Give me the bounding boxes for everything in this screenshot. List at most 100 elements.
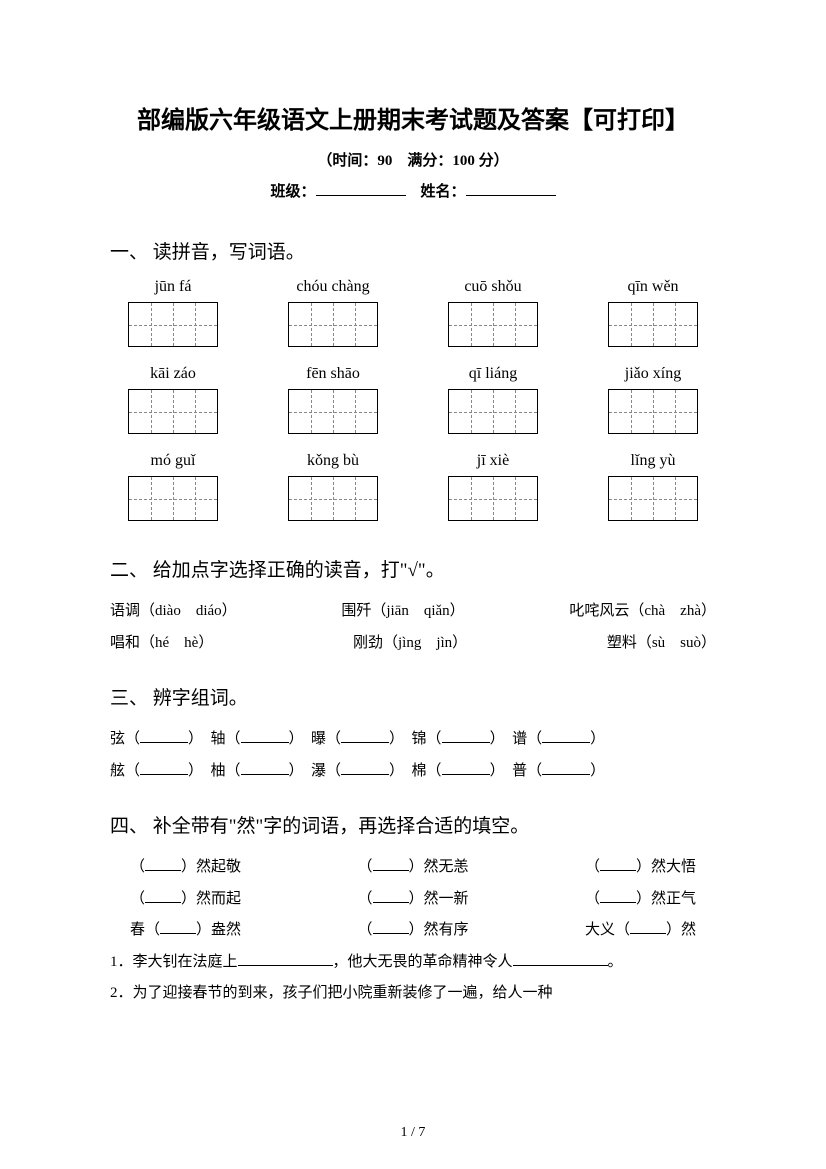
blank[interactable] <box>630 919 666 934</box>
section-3-head: 三、 辨字组词。 <box>110 683 716 710</box>
pinyin-label: kǒng bù <box>270 452 396 470</box>
page-title: 部编版六年级语文上册期末考试题及答案【可打印】 <box>110 100 716 135</box>
pinyin-cell: cuō shǒu <box>430 278 556 357</box>
blank[interactable] <box>145 888 181 903</box>
char: ） 轴（ <box>188 731 241 747</box>
tianzi-box[interactable] <box>448 389 538 434</box>
tianzi-box[interactable] <box>288 476 378 521</box>
tianzi-box[interactable] <box>608 389 698 434</box>
char: 弦（ <box>110 731 140 747</box>
pinyin-cell: kǒng bù <box>270 452 396 531</box>
tianzi-box[interactable] <box>448 476 538 521</box>
blank[interactable] <box>542 728 590 743</box>
blank[interactable] <box>600 888 636 903</box>
t: ）然有序 <box>409 922 469 938</box>
t: （ <box>357 859 372 875</box>
blank[interactable] <box>145 856 181 871</box>
blank[interactable] <box>373 888 409 903</box>
blank[interactable] <box>373 919 409 934</box>
tianzi-box[interactable] <box>448 302 538 347</box>
char: ） 曝（ <box>289 731 342 747</box>
blank[interactable] <box>241 760 289 775</box>
t: （ <box>357 922 372 938</box>
blank[interactable] <box>140 760 188 775</box>
blank[interactable] <box>373 856 409 871</box>
blank[interactable] <box>442 760 490 775</box>
blank[interactable] <box>341 760 389 775</box>
section-4-head: 四、 补全带有"然"字的词语，再选择合适的填空。 <box>110 811 716 838</box>
section-1-head: 一、 读拼音，写词语。 <box>110 237 716 264</box>
class-blank[interactable] <box>316 181 406 196</box>
subtitle: （时间：90 满分：100 分） <box>110 149 716 170</box>
blank[interactable] <box>513 951 608 966</box>
section-4-q1: 1．李大钊在法庭上 ，他大无畏的革命精神令人 。 <box>110 947 716 979</box>
tianzi-box[interactable] <box>128 389 218 434</box>
t: （ <box>130 859 145 875</box>
section-2-head: 二、 给加点字选择正确的读音，打"√"。 <box>110 555 716 582</box>
t: ）盎然 <box>196 922 241 938</box>
pinyin-cell: chóu chàng <box>270 278 396 357</box>
blank[interactable] <box>140 728 188 743</box>
blank[interactable] <box>238 951 333 966</box>
t: ，他大无畏的革命精神令人 <box>333 954 513 970</box>
q-item: 叱咤风云（chà zhà） <box>569 596 716 628</box>
blank[interactable] <box>542 760 590 775</box>
t: ）然起敬 <box>181 859 241 875</box>
pinyin-label: chóu chàng <box>270 278 396 296</box>
name-blank[interactable] <box>466 181 556 196</box>
section-2-row: 唱和（hé hè） 刚劲（jìng jìn） 塑料（sù suò） <box>110 628 716 660</box>
tianzi-box[interactable] <box>128 302 218 347</box>
pinyin-label: qīn wěn <box>590 278 716 296</box>
pinyin-label: fēn shāo <box>270 365 396 383</box>
t: ）然无恙 <box>409 859 469 875</box>
blank[interactable] <box>341 728 389 743</box>
q-item: 塑料（sù suò） <box>607 628 716 660</box>
q-item: 围歼（jiān qiǎn） <box>341 596 464 628</box>
pinyin-label: jiǎo xíng <box>590 365 716 383</box>
tianzi-box[interactable] <box>288 302 378 347</box>
tianzi-box[interactable] <box>288 389 378 434</box>
pinyin-label: lǐng yù <box>590 452 716 470</box>
pinyin-label: kāi záo <box>110 365 236 383</box>
char: ） 瀑（ <box>289 763 342 779</box>
blank[interactable] <box>442 728 490 743</box>
pinyin-label: jūn fá <box>110 278 236 296</box>
t: 。 <box>608 954 623 970</box>
pinyin-label: jī xiè <box>430 452 556 470</box>
q-item: 语调（diào diáo） <box>110 596 237 628</box>
t: （ <box>585 891 600 907</box>
pinyin-cell: jī xiè <box>430 452 556 531</box>
pinyin-grid: jūn fá chóu chàng cuō shǒu qīn wěn kāi z… <box>110 278 716 531</box>
t: （ <box>585 859 600 875</box>
tianzi-box[interactable] <box>128 476 218 521</box>
pinyin-label: cuō shǒu <box>430 278 556 296</box>
t: ）然正气 <box>636 891 696 907</box>
q-item: 唱和（hé hè） <box>110 628 213 660</box>
char: ） 普（ <box>490 763 543 779</box>
section-3-row: 弦（） 轴（） 曝（） 锦（） 谱（） <box>110 724 716 756</box>
pinyin-cell: lǐng yù <box>590 452 716 531</box>
section-4-row: （）然起敬 （）然无恙 （）然大悟 <box>110 852 716 884</box>
tianzi-box[interactable] <box>608 302 698 347</box>
blank[interactable] <box>160 919 196 934</box>
char: ） <box>590 763 605 779</box>
pinyin-cell: jiǎo xíng <box>590 365 716 444</box>
section-4-row: 春（）盎然 （）然有序 大义（）然 <box>110 915 716 947</box>
class-label: 班级： <box>270 184 315 200</box>
t: ）然而起 <box>181 891 241 907</box>
tianzi-box[interactable] <box>608 476 698 521</box>
blank[interactable] <box>241 728 289 743</box>
t: 春（ <box>130 922 160 938</box>
char: ） <box>590 731 605 747</box>
pinyin-cell: qīn wěn <box>590 278 716 357</box>
section-2-row: 语调（diào diáo） 围歼（jiān qiǎn） 叱咤风云（chà zhà… <box>110 596 716 628</box>
char: 舷（ <box>110 763 140 779</box>
t: 1．李大钊在法庭上 <box>110 954 238 970</box>
blank[interactable] <box>600 856 636 871</box>
t: （ <box>357 891 372 907</box>
t: （ <box>130 891 145 907</box>
pinyin-cell: jūn fá <box>110 278 236 357</box>
pinyin-label: qī liáng <box>430 365 556 383</box>
q-item: 刚劲（jìng jìn） <box>353 628 467 660</box>
char: ） 锦（ <box>389 731 442 747</box>
